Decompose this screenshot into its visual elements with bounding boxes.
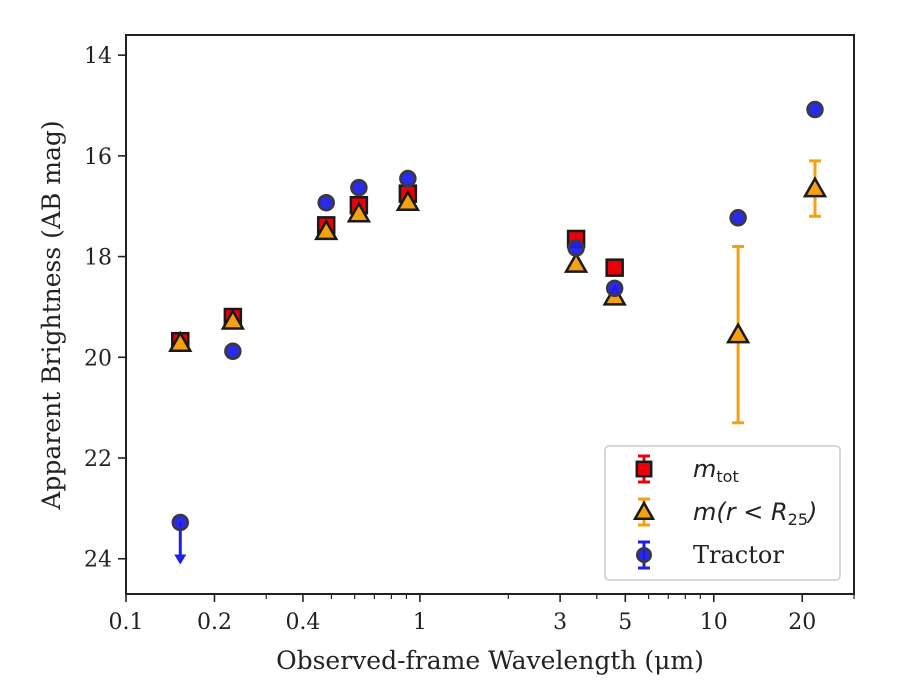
circle-marker [605, 279, 624, 298]
circle-marker [317, 193, 335, 212]
triangle-marker [168, 330, 193, 352]
circle-marker [350, 178, 368, 197]
square-marker [635, 460, 653, 478]
y-tick-label: 22 [84, 447, 112, 472]
x-tick-label: 0.1 [109, 610, 144, 635]
legend-box [604, 445, 841, 581]
series-circle [171, 100, 824, 565]
triangle-marker [632, 500, 656, 520]
circle-marker [806, 100, 824, 119]
triangle-marker [314, 218, 339, 241]
triangle-marker [395, 189, 421, 211]
circle-marker [224, 342, 242, 361]
legend: mtot m(r < R25) Tractor [604, 445, 841, 581]
triangle-marker [346, 201, 372, 223]
y-tick-label: 20 [84, 346, 112, 371]
triangle-marker [725, 322, 751, 344]
x-tick-label: 5 [618, 610, 632, 635]
y-tick-label: 24 [84, 548, 112, 573]
triangle-marker [802, 176, 828, 198]
legend-label: mtot [693, 455, 739, 486]
legend-label: m(r < R25) [693, 498, 817, 529]
circle-marker [636, 547, 652, 563]
plot-marks [168, 100, 828, 565]
x-axis-label: Observed-frame Wavelength (μm) [276, 646, 704, 675]
series-triangle [168, 159, 828, 425]
y-tick-label: 14 [84, 44, 112, 69]
upper-limit-arrow [174, 554, 187, 565]
circle-marker [729, 209, 747, 227]
y-tick-label: 18 [84, 246, 112, 271]
circle-marker [171, 513, 190, 532]
circle-marker [567, 239, 585, 257]
square-marker [605, 258, 624, 277]
x-tick-label: 1 [413, 610, 427, 635]
x-tick-label: 10 [700, 610, 728, 635]
legend-label: Tractor [693, 541, 784, 569]
axis-ticks: 0.1 0.2 0.4 1 3 5 10 20 14 16 18 20 22 24 [84, 44, 855, 635]
circle-marker [399, 169, 417, 188]
x-tick-label: 20 [788, 610, 816, 635]
triangle-marker [220, 308, 246, 330]
plot-frame [125, 34, 855, 595]
y-axis-label: Apparent Brightness (AB mag) [37, 120, 66, 510]
x-tick-label: 0.2 [197, 610, 232, 635]
triangle-marker [563, 251, 589, 273]
y-tick-label: 16 [84, 145, 112, 170]
x-tick-label: 0.4 [285, 610, 320, 635]
x-tick-label: 3 [553, 610, 567, 635]
